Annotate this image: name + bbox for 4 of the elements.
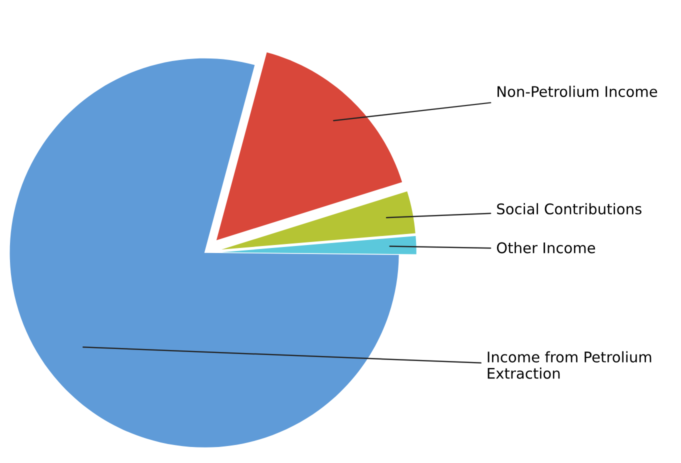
slice-label: Non-Petrolium Income bbox=[498, 86, 658, 98]
slice-label: Income from Petrolium Extraction bbox=[488, 351, 652, 379]
slice-label: Social Contributions bbox=[497, 203, 642, 214]
slice-label: Other Income bbox=[496, 242, 596, 254]
